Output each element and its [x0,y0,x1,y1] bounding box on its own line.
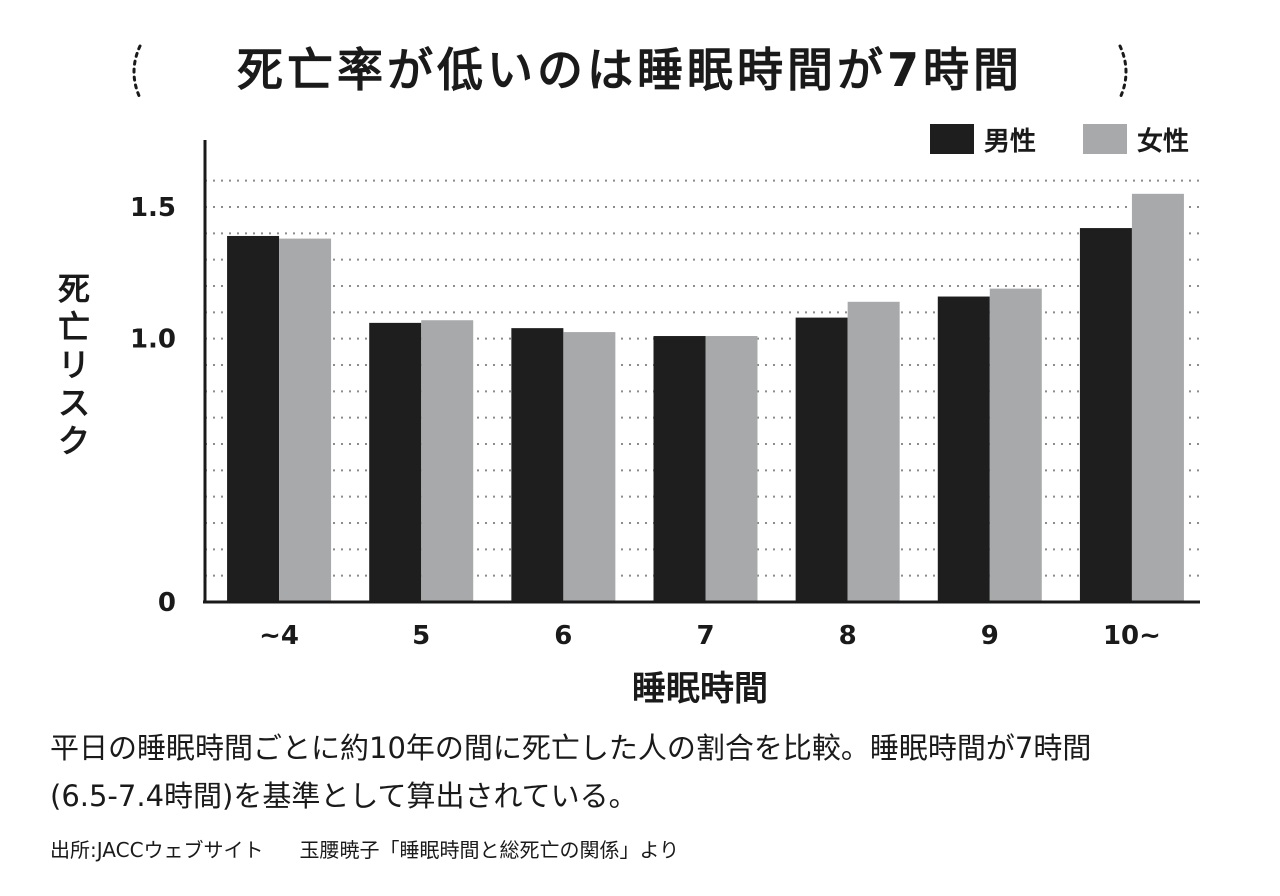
source-part-2: 玉腰暁子「睡眠時間と総死亡の関係」より [299,838,680,862]
bar-female-3 [563,332,616,602]
bar-male-6 [937,296,990,602]
x-axis-label: 睡眠時間 [632,669,768,709]
legend-male-swatch [930,124,974,154]
x-tick-label: 5 [412,621,430,651]
bar-male-7 [1079,228,1132,603]
caption: 平日の睡眠時間ごとに約10年の間に死亡した人の割合を比較。睡眠時間が7時間 (6… [50,724,1250,820]
bar-male-1 [227,235,280,602]
x-tick-label: 10~ [1103,621,1161,651]
bar-female-7 [1131,193,1184,602]
bar-male-2 [369,322,422,602]
bar-male-4 [653,336,706,602]
bar-female-4 [705,336,758,602]
bar-male-5 [795,317,848,602]
source-part-1: 出所:JACCウェブサイト [50,838,264,862]
source-note: 出所:JACCウェブサイト 玉腰暁子「睡眠時間と総死亡の関係」より [50,836,1250,864]
bar-female-2 [421,320,474,602]
chart-title: 死亡率が低いのは睡眠時間が7時間 [236,43,1023,97]
bar-female-6 [989,288,1042,602]
y-tick-label: 1.5 [130,193,176,223]
x-tick-label: 9 [981,621,999,651]
caption-line-1: 平日の睡眠時間ごとに約10年の間に死亡した人の割合を比較。睡眠時間が7時間 [50,731,1092,765]
legend-female-label: 女性 [1137,126,1189,157]
legend-female-swatch [1083,124,1127,154]
bar-female-5 [847,301,900,602]
title-brackets [132,44,1128,100]
legend-male-label: 男性 [984,127,1036,157]
caption-line-2: (6.5-7.4時間)を基準として算出されている。 [50,779,638,813]
bar-male-3 [511,328,564,602]
bar-female-1 [279,238,332,602]
y-tick-label: 1.0 [130,325,176,355]
y-axis-label: 死亡リスク [58,270,90,460]
x-tick-label: 6 [554,621,572,651]
title-block: 死亡率が低いのは睡眠時間が7時間 [120,36,1140,108]
y-tick-label: 0 [158,588,176,618]
x-tick-label: 7 [696,621,714,651]
x-tick-label: 8 [839,621,857,651]
x-tick-label: ~4 [259,621,299,651]
